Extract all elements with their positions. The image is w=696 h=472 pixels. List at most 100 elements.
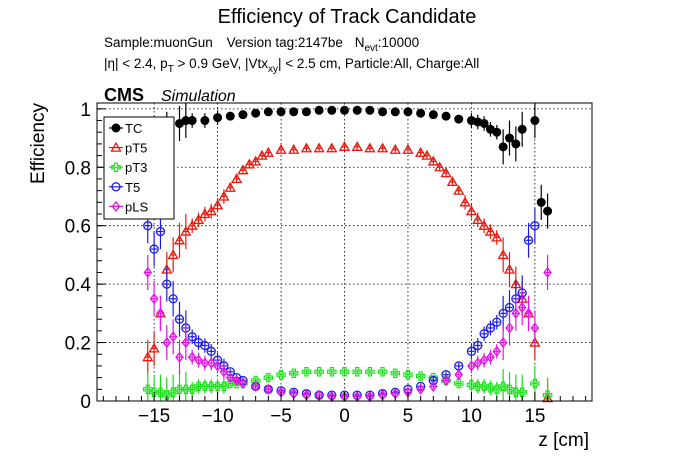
chart-title: Efficiency of Track Candidate [218, 6, 477, 28]
point-pls [168, 331, 178, 343]
point-pt3 [403, 369, 413, 380]
point-pls [479, 354, 489, 366]
point-tc [428, 110, 438, 120]
point-pt5 [288, 143, 300, 154]
x-tick-label: 10 [461, 406, 482, 427]
point-tc [276, 107, 286, 117]
point-pt3 [542, 390, 553, 400]
point-pls [194, 354, 203, 366]
point-pt5 [275, 143, 287, 154]
point-pt5 [167, 249, 179, 260]
data-series [142, 103, 554, 403]
point-pt5 [262, 146, 274, 157]
point-t5 [485, 323, 496, 333]
point-pt5 [142, 351, 154, 362]
cut-pt-subscript: T [168, 64, 174, 75]
point-pt5 [421, 149, 433, 160]
legend-item-pt3: pT3 [109, 160, 147, 175]
point-pt3 [530, 378, 540, 389]
point-pt5 [300, 142, 313, 153]
point-pls [486, 351, 495, 363]
point-pt5 [148, 342, 160, 353]
point-pt5 [351, 140, 363, 151]
point-t5 [162, 279, 172, 289]
point-pt3 [479, 381, 489, 392]
cms-label: CMS [104, 85, 144, 105]
point-t5 [530, 221, 540, 231]
point-pt3 [466, 380, 477, 390]
axis-ticks: −15 −10 −5 0 5 10 15 0 0.2 0.4 0.6 0.8 1 [65, 100, 587, 427]
y-tick-label: 0.8 [65, 158, 91, 179]
point-tc [251, 108, 261, 118]
point-tc [340, 105, 349, 115]
subtitle-line-1: Sample:muonGun Version tag:2147be Nevt:1… [104, 35, 419, 54]
point-pls [206, 357, 216, 369]
point-pt5 [211, 199, 224, 210]
point-pls [473, 357, 483, 369]
legend-marker [111, 200, 121, 212]
point-pls [162, 337, 172, 349]
legend-label: TC [125, 121, 142, 136]
point-pt5 [338, 140, 351, 151]
point-tc [225, 111, 235, 121]
point-pls [238, 377, 248, 390]
point-pt5 [402, 143, 414, 154]
point-t5 [143, 221, 153, 231]
legend-marker [110, 141, 122, 152]
point-pt3 [453, 378, 464, 389]
point-pt5 [484, 225, 497, 236]
point-pt3 [288, 368, 299, 378]
point-pt3 [377, 367, 388, 377]
point-pt3 [314, 367, 324, 377]
point-pt5 [376, 142, 389, 153]
point-tc [511, 139, 521, 149]
point-t5 [206, 346, 216, 356]
point-tc [238, 110, 248, 120]
point-tc [289, 107, 299, 117]
point-pt3 [327, 367, 337, 377]
point-tc [263, 107, 273, 117]
y-tick-label: 0.4 [65, 275, 92, 296]
point-pt5 [503, 263, 516, 274]
point-pls [524, 307, 533, 319]
legend-label: pLS [125, 199, 148, 214]
point-pls [175, 351, 184, 363]
point-pt5 [389, 143, 401, 154]
point-t5 [498, 308, 508, 319]
point-pt3 [365, 367, 375, 377]
point-tc [498, 142, 508, 152]
point-pls [149, 293, 159, 305]
x-axis-label: z [cm] [538, 430, 589, 451]
point-tc [213, 113, 223, 123]
point-pt5 [465, 205, 478, 216]
point-pt5 [250, 155, 262, 166]
point-pt5 [459, 196, 471, 207]
point-pt5 [313, 142, 325, 153]
point-pt5 [180, 225, 192, 236]
point-t5 [155, 226, 166, 237]
point-tc [378, 107, 388, 117]
point-tc [187, 116, 197, 126]
point-pt5 [541, 392, 554, 403]
legend-marker [111, 182, 121, 192]
legend-item-pls: pLS [109, 199, 148, 214]
series-tc [149, 103, 553, 229]
point-pt5 [472, 214, 484, 225]
point-pls [251, 380, 260, 392]
point-tc [200, 116, 210, 126]
point-tc [536, 197, 546, 207]
point-pt5 [218, 190, 230, 201]
point-pt5 [491, 231, 503, 242]
point-pt5 [446, 176, 458, 187]
cms-sublabel: Simulation [161, 88, 236, 105]
point-tc [314, 105, 324, 115]
point-tc [441, 111, 451, 121]
legend-item-pt5: pT5 [109, 141, 147, 156]
point-tc [543, 206, 553, 216]
legend-marker [111, 162, 121, 172]
point-tc [454, 114, 464, 124]
point-pt5 [478, 219, 490, 230]
point-tc [327, 105, 337, 115]
point-pt5 [440, 167, 452, 178]
point-t5 [168, 294, 178, 304]
